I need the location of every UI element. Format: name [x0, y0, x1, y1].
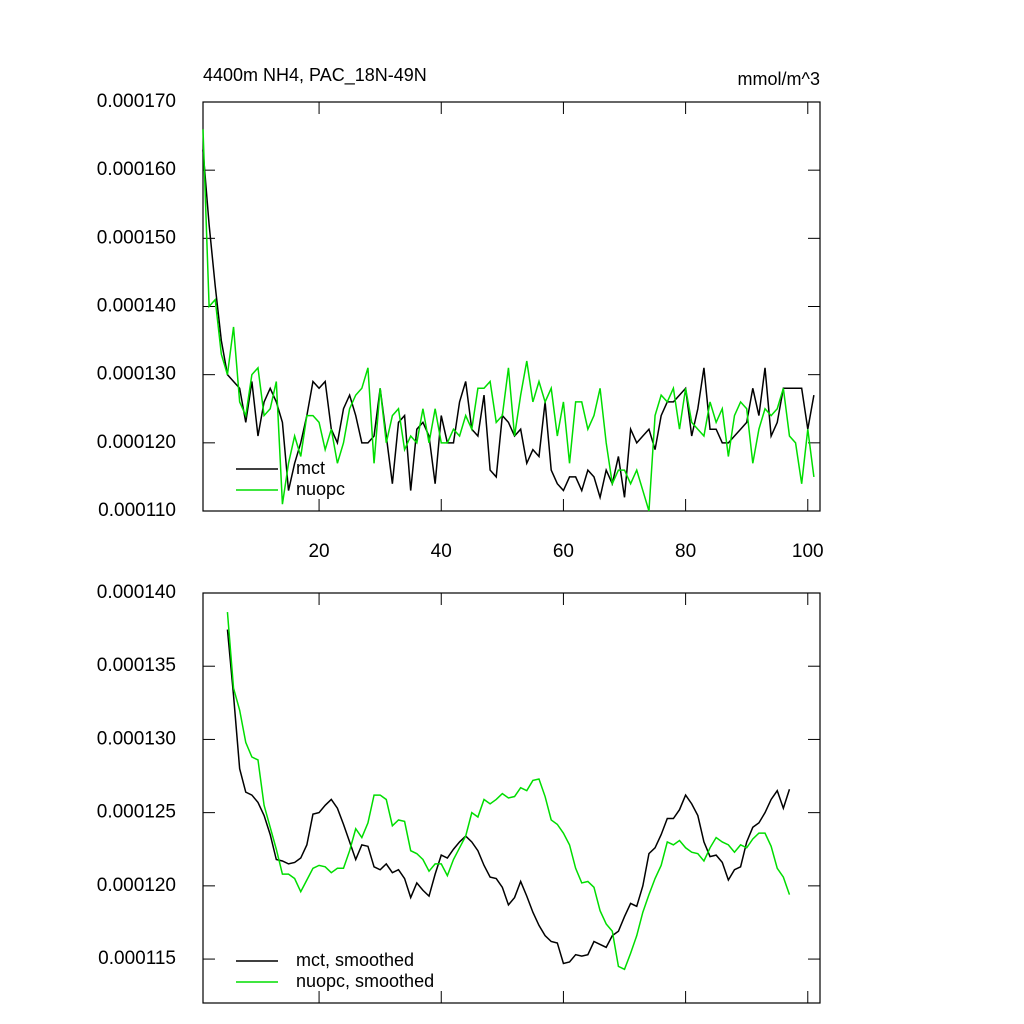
y-tick-label: 0.000110: [98, 500, 176, 521]
y-tick-label: 0.000160: [97, 159, 176, 180]
series-line: [226, 611, 791, 971]
y-tick-label: 0.000140: [97, 582, 176, 603]
y-tick-label: 0.000150: [97, 227, 176, 248]
x-tick-label: 80: [675, 541, 696, 562]
legend-label: nuopc, smoothed: [296, 971, 434, 991]
series-line: [202, 149, 815, 501]
series-line: [226, 629, 791, 965]
x-tick-label: 100: [792, 541, 824, 562]
legend-label: nuopc: [296, 479, 345, 499]
y-tick-label: 0.000125: [97, 802, 176, 823]
x-tick-label: 40: [431, 541, 452, 562]
units-label: mmol/m^3: [738, 69, 820, 89]
y-tick-label: 0.000130: [97, 364, 176, 385]
series-line: [202, 129, 815, 512]
legend-label: mct: [296, 458, 325, 478]
y-tick-label: 0.000120: [97, 432, 176, 453]
chart-title: 4400m NH4, PAC_18N-49N: [203, 65, 427, 86]
y-tick-label: 0.000115: [98, 948, 176, 969]
y-tick-label: 0.000130: [97, 728, 176, 749]
y-tick-label: 0.000170: [97, 91, 176, 112]
y-tick-label: 0.000140: [97, 296, 176, 317]
x-tick-label: 20: [308, 541, 329, 562]
legend-label: mct, smoothed: [296, 950, 414, 970]
plot-frame: [202, 592, 821, 1004]
x-tick-label: 60: [553, 541, 574, 562]
y-tick-label: 0.000135: [97, 655, 176, 676]
y-tick-label: 0.000120: [97, 875, 176, 896]
